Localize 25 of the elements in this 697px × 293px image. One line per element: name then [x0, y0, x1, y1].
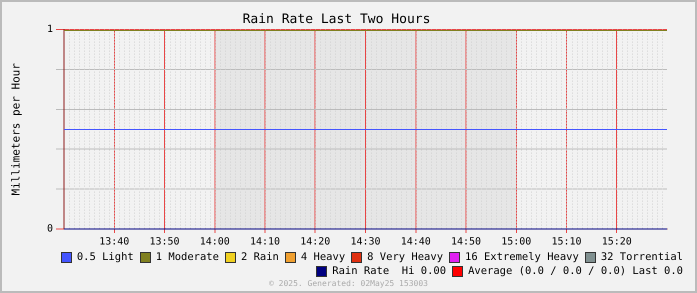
x-tick-label: 13:40 [99, 236, 130, 248]
legend-label: 2 Rain [240, 251, 279, 263]
y-axis-title: Millimeters per Hour [9, 62, 22, 196]
x-tick-label: 15:20 [602, 236, 632, 248]
x-tick-label: 14:30 [350, 236, 381, 248]
legend-label: Average (0.0 / 0.0 / 0.0) Last 0.0 [468, 265, 683, 277]
legend-label: Rain Rate Hi 0.00 [332, 265, 446, 277]
x-tick-label: 15:10 [551, 236, 582, 248]
legend-label: 0.5 Light [76, 251, 134, 263]
x-tick-label: 14:00 [200, 236, 230, 248]
y-tick-label: 1 [46, 24, 53, 36]
x-tick-label: 13:50 [149, 236, 180, 248]
text: © 2025. Generated: 02May25 153003 [268, 279, 429, 288]
x-tick-label: 14:10 [250, 236, 280, 248]
legend-label: 4 Heavy [300, 251, 346, 263]
legend-label: 16 Extremely Heavy [465, 251, 579, 263]
x-tick-label: 14:40 [400, 236, 431, 248]
y-tick-label: 0 [46, 224, 53, 235]
chart-title: Rain Rate Last Two Hours [242, 12, 430, 28]
x-tick-label: 15:00 [501, 236, 532, 248]
x-tick-label: 14:20 [300, 236, 330, 248]
legend-label: 8 Very Heavy [367, 251, 444, 263]
legend-label: 1 Moderate [156, 251, 219, 263]
x-tick-label: 14:50 [450, 236, 482, 248]
legend-label: 32 Torrential [600, 251, 683, 263]
